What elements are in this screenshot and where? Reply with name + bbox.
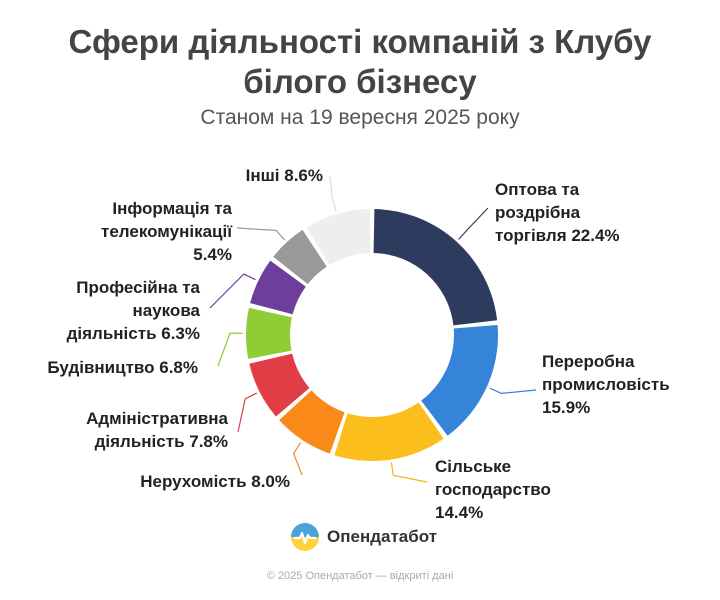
donut-slice xyxy=(250,260,306,315)
leader-line xyxy=(236,227,286,241)
slice-label: Інформація та телекомунікації 5.4% xyxy=(101,197,232,266)
donut-slice xyxy=(249,353,310,417)
slice-label: Оптова та роздрібна торгівля 22.4% xyxy=(495,178,620,247)
slice-label: Будівництво 6.8% xyxy=(47,356,198,379)
slice-label: Професійна та наукова діяльність 6.3% xyxy=(67,276,200,345)
slice-label: Адміністративна діяльність 7.8% xyxy=(86,407,228,453)
slice-label-line: діяльність 7.8% xyxy=(94,432,228,451)
chart-title: Сфери діяльності компаній з Клубу білого… xyxy=(0,22,720,102)
chart-title-line-2: білого бізнесу xyxy=(243,63,477,100)
slice-label-line: Сільське xyxy=(435,457,512,476)
slice-label-line: телекомунікації xyxy=(101,222,232,241)
slice-label-line: Будівництво 6.8% xyxy=(47,358,198,377)
slice-label-line: господарство xyxy=(435,480,551,499)
slice-label-line: Переробна xyxy=(542,352,635,371)
leader-line xyxy=(458,207,489,240)
leader-line xyxy=(390,462,428,483)
donut-slice xyxy=(421,325,498,436)
slice-label-line: 15.9% xyxy=(542,398,591,417)
leader-line xyxy=(217,332,244,367)
leader-line xyxy=(292,442,303,476)
chart-subtitle: Станом на 19 вересня 2025 року xyxy=(200,106,520,129)
slice-label-line: Оптова та xyxy=(495,180,580,199)
donut-slice xyxy=(279,390,345,454)
leader-line xyxy=(209,273,256,309)
footer-note: © 2025 Опендатабот — відкриті дані xyxy=(266,570,454,582)
donut-slice xyxy=(306,209,371,265)
slice-label: Переробна промисловість 15.9% xyxy=(542,350,670,419)
slice-label-line: роздрібна xyxy=(495,203,581,222)
slice-label-line: 14.4% xyxy=(435,503,484,522)
slice-label: Інші 8.6% xyxy=(246,164,323,187)
slice-label: Нерухомість 8.0% xyxy=(140,470,290,493)
slice-label: Сільське господарство 14.4% xyxy=(435,455,551,524)
leader-line xyxy=(329,175,337,212)
slice-label-line: Адміністративна xyxy=(86,409,228,428)
donut-slice xyxy=(373,209,498,326)
slice-label-line: промисловість xyxy=(542,375,670,394)
slice-label-line: Нерухомість 8.0% xyxy=(140,472,290,491)
slice-label-line: торгівля 22.4% xyxy=(495,226,620,245)
leader-line xyxy=(489,387,537,395)
leader-line xyxy=(237,392,258,433)
slice-label-line: наукова xyxy=(132,301,200,320)
slice-label-line: Інші 8.6% xyxy=(245,166,323,185)
chart-title-line-1: Сфери діяльності компаній з Клубу xyxy=(68,23,652,60)
brand-name: Опендатабот xyxy=(327,527,438,546)
slice-label-line: діяльність 6.3% xyxy=(66,324,200,343)
opendatabot-logo-icon xyxy=(291,523,319,551)
slice-label-line: 5.4% xyxy=(193,245,232,264)
brand: Опендатабот xyxy=(290,522,437,552)
donut-slice xyxy=(246,307,292,359)
donut-slice xyxy=(334,402,444,462)
slice-label-line: Інформація та xyxy=(112,199,232,218)
donut-slice xyxy=(273,229,327,285)
slice-label-line: Професійна та xyxy=(76,278,200,297)
